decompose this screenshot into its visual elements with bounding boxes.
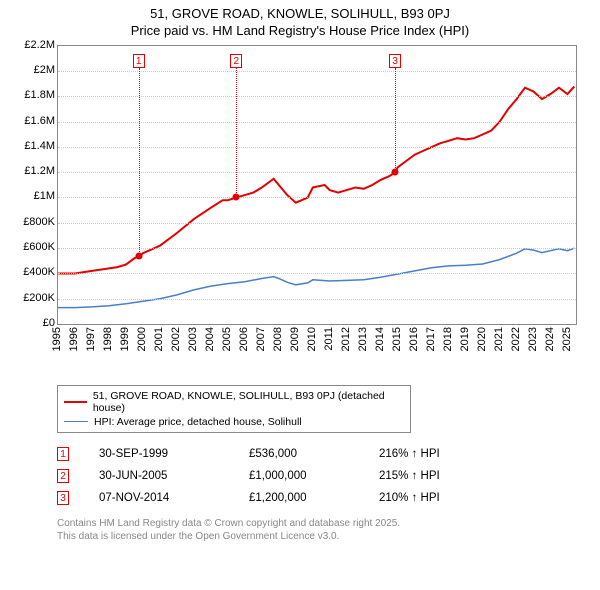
marker-box: 3 (389, 54, 401, 68)
gridline (58, 223, 576, 224)
legend-label: 51, GROVE ROAD, KNOWLE, SOLIHULL, B93 0P… (93, 390, 404, 414)
y-tick-label: £400K (15, 266, 55, 278)
x-tick-label: 2021 (493, 327, 505, 351)
x-tick-label: 1997 (85, 327, 97, 351)
gridline (58, 96, 576, 97)
title-line-1: 51, GROVE ROAD, KNOWLE, SOLIHULL, B93 0P… (0, 6, 600, 23)
y-tick-label: £1.6M (15, 115, 55, 127)
sales-hpi: 210% ↑ HPI (379, 492, 499, 504)
gridline (58, 197, 576, 198)
legend-label: HPI: Average price, detached house, Soli… (94, 416, 302, 428)
x-tick-label: 2005 (221, 327, 233, 351)
gridline (58, 71, 576, 72)
sales-date: 30-JUN-2005 (99, 470, 249, 482)
title-line-2: Price paid vs. HM Land Registry's House … (0, 23, 600, 40)
gridline (58, 273, 576, 274)
legend-swatch (64, 421, 88, 422)
x-tick-label: 2016 (408, 327, 420, 351)
chart-container: 51, GROVE ROAD, KNOWLE, SOLIHULL, B93 0P… (0, 0, 600, 543)
x-tick-label: 2014 (374, 327, 386, 351)
x-tick-label: 2019 (459, 327, 471, 351)
y-tick-label: £2.2M (15, 39, 55, 51)
sales-price: £1,200,000 (249, 492, 379, 504)
x-tick-label: 2022 (510, 327, 522, 351)
x-tick-label: 2020 (476, 327, 488, 351)
x-tick-label: 2002 (170, 327, 182, 351)
x-tick-label: 2018 (442, 327, 454, 351)
x-tick-label: 2023 (527, 327, 539, 351)
sales-marker: 2 (57, 469, 69, 483)
title-block: 51, GROVE ROAD, KNOWLE, SOLIHULL, B93 0P… (0, 0, 600, 40)
x-tick-label: 1999 (119, 327, 131, 351)
y-tick-label: £800K (15, 216, 55, 228)
sales-row: 2 30-JUN-2005£1,000,000215% ↑ HPI (57, 465, 580, 487)
marker-box: 2 (230, 54, 242, 68)
sales-row: 3 07-NOV-2014£1,200,000210% ↑ HPI (57, 487, 580, 509)
sale-dot (392, 169, 399, 176)
y-tick-label: £1.2M (15, 165, 55, 177)
x-tick-label: 2025 (561, 327, 573, 351)
sales-hpi: 216% ↑ HPI (379, 448, 499, 460)
series-property (58, 86, 574, 273)
x-tick-label: 2010 (306, 327, 318, 351)
x-tick-label: 2004 (204, 327, 216, 351)
sales-marker: 1 (57, 447, 69, 461)
legend-swatch (64, 401, 87, 403)
legend-row: 51, GROVE ROAD, KNOWLE, SOLIHULL, B93 0P… (64, 389, 404, 415)
x-axis: 1995199619971998199920002001200220032004… (57, 327, 577, 382)
x-tick-label: 2012 (340, 327, 352, 351)
x-tick-label: 2009 (289, 327, 301, 351)
sales-price: £536,000 (249, 448, 379, 460)
x-tick-label: 2000 (136, 327, 148, 351)
x-tick-label: 2024 (544, 327, 556, 351)
marker-line (139, 68, 140, 256)
x-tick-label: 2007 (255, 327, 267, 351)
gridline (58, 122, 576, 123)
sales-date: 07-NOV-2014 (99, 492, 249, 504)
x-tick-label: 2006 (238, 327, 250, 351)
gridline (58, 147, 576, 148)
y-tick-label: £1.8M (15, 89, 55, 101)
gridline (58, 172, 576, 173)
chart-area: £0 £200K £400K £600K £800K £1M £1.2M £1.4M £1.6M… (15, 45, 585, 385)
sales-row: 1 30-SEP-1999£536,000216% ↑ HPI (57, 443, 580, 465)
gridline (58, 248, 576, 249)
marker-line (236, 68, 237, 198)
x-tick-label: 2017 (425, 327, 437, 351)
x-tick-label: 2015 (391, 327, 403, 351)
sale-dot (233, 194, 240, 201)
x-tick-label: 2011 (323, 327, 335, 351)
sales-marker: 3 (57, 491, 69, 505)
x-tick-label: 1995 (51, 327, 63, 351)
x-tick-label: 2013 (357, 327, 369, 351)
series-svg (58, 46, 576, 324)
marker-line (395, 68, 396, 172)
sales-hpi: 215% ↑ HPI (379, 470, 499, 482)
sale-dot (135, 253, 142, 260)
y-axis: £0£200K£400K£600K£800K£1M£1.2M£1.4M£1.6M… (15, 45, 55, 325)
gridline (58, 299, 576, 300)
sales-table: 1 30-SEP-1999£536,000216% ↑ HPI 2 30-JUN-20… (57, 443, 580, 509)
sales-price: £1,000,000 (249, 470, 379, 482)
x-tick-label: 1996 (68, 327, 80, 351)
y-tick-label: £1M (15, 190, 55, 202)
legend: 51, GROVE ROAD, KNOWLE, SOLIHULL, B93 0P… (57, 385, 411, 433)
x-tick-label: 2008 (272, 327, 284, 351)
sales-date: 30-SEP-1999 (99, 448, 249, 460)
plot-area: 1 2 3 (57, 45, 577, 325)
y-tick-label: £200K (15, 292, 55, 304)
y-tick-label: £600K (15, 241, 55, 253)
y-tick-label: £2M (15, 64, 55, 76)
x-tick-label: 1998 (102, 327, 114, 351)
y-tick-label: £0 (15, 317, 55, 329)
footnote: Contains HM Land Registry data © Crown c… (57, 517, 580, 543)
x-tick-label: 2003 (187, 327, 199, 351)
legend-row: HPI: Average price, detached house, Soli… (64, 415, 404, 429)
y-tick-label: £1.4M (15, 140, 55, 152)
marker-box: 1 (133, 54, 145, 68)
x-tick-label: 2001 (153, 327, 165, 351)
footnote-line-1: Contains HM Land Registry data © Crown c… (57, 517, 580, 530)
footnote-line-2: This data is licensed under the Open Gov… (57, 530, 580, 543)
